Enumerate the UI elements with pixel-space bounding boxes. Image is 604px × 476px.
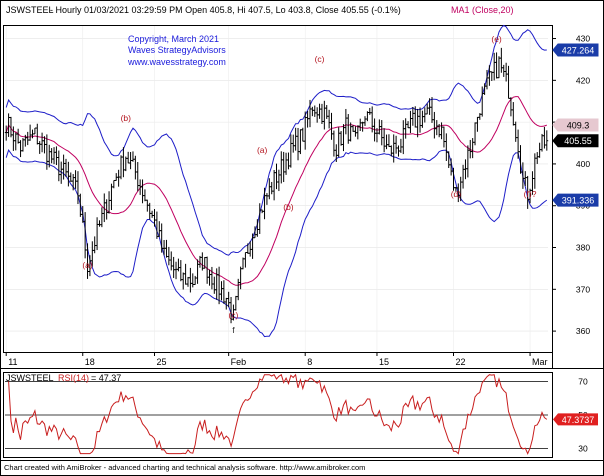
x-tick-label: 18: [85, 357, 95, 367]
price-tick-label: 380: [576, 243, 590, 253]
wave-label: (c): [315, 54, 325, 64]
chart-symbol: JSWSTEEL: [6, 5, 54, 15]
ma-legend: MA1 (Close,20): [451, 5, 514, 15]
x-tick-label: Mar: [532, 357, 548, 367]
x-tick-label: 15: [379, 357, 389, 367]
wave-label: (b): [121, 113, 132, 123]
rsi-label: RSI(14): [58, 373, 89, 383]
copyright-line: Copyright, March 2021: [128, 34, 219, 44]
rsi-line: [8, 373, 548, 455]
bollinger-bands: [5, 24, 548, 338]
rsi-grid: [5, 381, 548, 449]
price-tick-label: 430: [576, 34, 590, 44]
price-tag-label: 409.3: [567, 121, 590, 131]
price-tags: 427.264 409.3 405.55 391.336: [552, 43, 599, 207]
wave-label: (a): [82, 260, 93, 270]
wave-label: (f)?: [524, 189, 537, 199]
ma20-line: [5, 96, 547, 286]
x-axis-ticks: 11 18 25 Feb 8 15 22 Mar: [5, 352, 548, 367]
website-line: www.wavesstrategy.com: [127, 57, 226, 67]
price-tag-label: 391.336: [562, 196, 595, 206]
wave-label: (e): [491, 34, 502, 44]
price-tag-box: [552, 193, 599, 207]
rsi-symbol: JSWSTEEL: [6, 373, 54, 383]
company-line: Waves StrategyAdvisors: [128, 45, 226, 55]
x-tick-label: 22: [456, 357, 466, 367]
rsi-plot-border: [3, 372, 553, 458]
footer-credit: Chart created with AmiBroker - advanced …: [4, 463, 366, 472]
x-tick-label: 11: [8, 357, 17, 367]
x-tick-label: 25: [157, 357, 167, 367]
wave-label: (c): [228, 310, 238, 320]
wave-label: (a): [257, 145, 268, 155]
price-tick-label: 400: [576, 159, 590, 169]
rsi-tick-label: 70: [578, 376, 588, 386]
wave-labels: (a) (b) (c) f (a) (b) (c) (d) (e) (f)?: [82, 34, 536, 335]
price-tag-label: 427.264: [562, 45, 595, 55]
chart-title: - Hourly 01/03/2021 03:29:59 PM Open 405…: [50, 5, 401, 15]
rsi-y-ticks: 30507047.3737: [553, 376, 598, 454]
wave-label: f: [232, 325, 235, 335]
price-tick-label: 360: [576, 326, 590, 336]
rsi-tag-label: 47.3737: [562, 415, 595, 425]
price-tag-box: [552, 43, 599, 57]
rsi-value: = 47.37: [91, 373, 121, 383]
bollinger-upper-line: [5, 24, 547, 256]
wave-label: (d): [451, 189, 462, 199]
x-tick-label: Feb: [231, 357, 247, 367]
price-tag-box: [552, 118, 599, 132]
price-tick-label: 420: [576, 75, 590, 85]
price-tick-label: 370: [576, 284, 590, 294]
rsi-tick-label: 30: [578, 444, 588, 454]
x-tick-label: 8: [307, 357, 312, 367]
bollinger-lower-line: [5, 149, 548, 338]
price-bars: [4, 47, 549, 324]
rsi-tag-box: [553, 413, 598, 426]
wave-label: (b): [283, 202, 294, 212]
price-tag-box: [552, 134, 599, 148]
rsi-series-line: [8, 373, 548, 455]
price-tag-label: 405.55: [564, 136, 592, 146]
